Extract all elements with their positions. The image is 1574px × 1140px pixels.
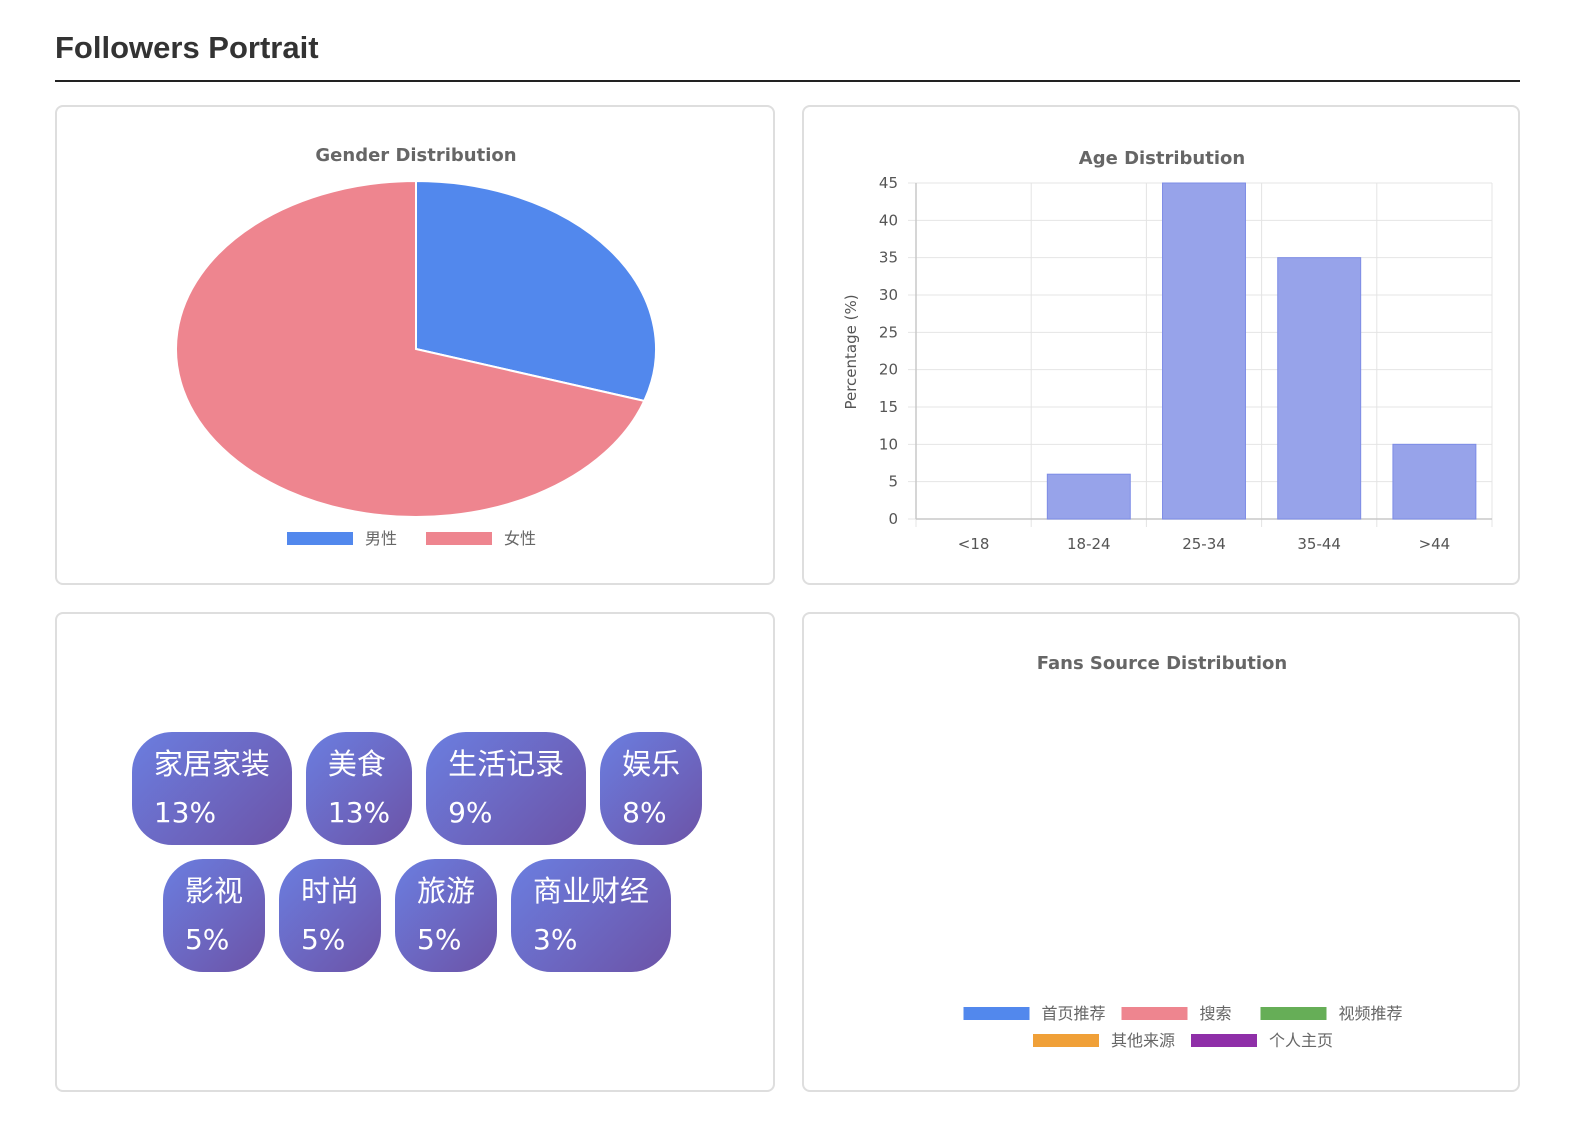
gender-legend-label[interactable]: 女性 [504,529,536,548]
source-legend-label[interactable]: 首页推荐 [1042,1004,1106,1023]
interest-tag-percent: 5% [300,923,346,956]
interest-tag-percent: 8% [622,796,667,829]
age-y-tick-label: 5 [888,473,898,491]
fans-source-card: Fans Source Distribution 首页推荐 搜索 视频推荐其他来源 个… [802,612,1520,1092]
source-legend-label[interactable]: 视频推荐 [1339,1004,1403,1023]
gender-pie-slice-0[interactable] [415,179,657,403]
interest-tag-name: 旅游 [417,874,476,908]
interest-tag-name: 影视 [184,874,243,908]
age-bar-3[interactable] [1277,257,1362,520]
gender-pie-chart: Gender Distribution 男性 女性 [175,145,657,548]
interest-tag-name: 商业财经 [533,874,650,908]
gender-legend-swatch [287,532,353,545]
interest-tag-name: 生活记录 [448,747,565,781]
age-chart-card: Age Distribution Percentage (%) 0 5 10 15 20… [802,105,1520,585]
source-legend-swatch [963,1007,1030,1020]
gender-chart-title: Gender Distribution [315,145,516,166]
age-y-tick-label: 10 [879,435,898,453]
interest-tag-cloud: 家居家装 13% 美食 13% 生活记录 9% 娱乐 8% 影视 5% 时尚 5% 旅游 5% 商业财经 3% [107,732,727,972]
age-y-tick-label: 40 [879,211,898,229]
interest-tag-name: 美食 [327,747,386,781]
age-x-tick-label: 18-24 [1067,535,1111,553]
interest-tag-percent: 5% [417,923,462,956]
age-x-tick-label: >44 [1419,535,1451,553]
fans-source-chart-title: Fans Source Distribution [1037,653,1287,674]
age-bar-1[interactable] [1046,473,1131,520]
age-chart-title: Age Distribution [1079,148,1245,169]
interest-tag-name: 家居家装 [153,747,270,781]
interest-tag-percent: 13% [327,796,391,829]
interest-tag-percent: 13% [153,796,217,829]
interest-tag[interactable]: 生活记录 9% [426,732,587,845]
interest-tag[interactable]: 娱乐 8% [600,732,703,845]
interest-tag[interactable]: 旅游 5% [395,859,498,972]
interest-tag-percent: 5% [184,923,230,956]
age-x-tick-label: 25-34 [1182,535,1226,553]
age-bar-2[interactable] [1162,182,1246,520]
interest-tag-percent: 9% [448,796,493,829]
source-legend-swatch [1033,1034,1099,1047]
age-y-tick-label: 15 [879,398,898,416]
source-legend-swatch [1121,1007,1188,1020]
age-y-axis-label: Percentage (%) [842,294,860,409]
interest-tag[interactable]: 美食 13% [305,732,413,845]
gender-pie-slice-1[interactable] [175,179,646,518]
title-divider [55,80,1520,82]
age-x-tick-label: <18 [958,535,990,553]
interest-tag[interactable]: 商业财经 3% [511,859,672,972]
age-y-tick-label: 45 [879,174,898,192]
source-legend-label[interactable]: 其他来源 [1111,1031,1175,1050]
interest-tag-name: 时尚 [300,874,359,908]
age-y-tick-label: 20 [879,361,898,379]
gender-legend-swatch [426,532,492,545]
age-y-tick-label: 0 [888,510,898,528]
age-bar-4[interactable] [1392,443,1477,520]
age-y-tick-label: 30 [879,286,898,304]
interest-tag[interactable]: 影视 5% [162,859,265,972]
interest-tags-card: 家居家装 13% 美食 13% 生活记录 9% 娱乐 8% 影视 5% 时尚 5% 旅游 5% 商业财经 3% [55,612,775,1092]
age-y-tick-label: 25 [879,323,898,341]
interest-tag-percent: 3% [533,923,578,956]
gender-chart-card: Gender Distribution 男性 女性 [55,105,775,585]
source-legend-swatch [1260,1007,1327,1020]
interest-tag-name: 娱乐 [622,747,681,781]
interest-tag[interactable]: 时尚 5% [278,859,381,972]
page-title: Followers Portrait [55,30,319,65]
gender-legend-label[interactable]: 男性 [365,529,397,548]
age-x-tick-label: 35-44 [1297,535,1341,553]
age-bar-chart: Age Distribution Percentage (%) 0 5 10 15 20… [842,148,1493,553]
source-legend-label[interactable]: 搜索 [1200,1004,1232,1023]
source-legend-label[interactable]: 个人主页 [1269,1031,1333,1050]
interest-tag[interactable]: 家居家装 13% [131,732,292,845]
age-y-tick-label: 35 [879,249,898,267]
source-legend-swatch [1191,1034,1257,1047]
